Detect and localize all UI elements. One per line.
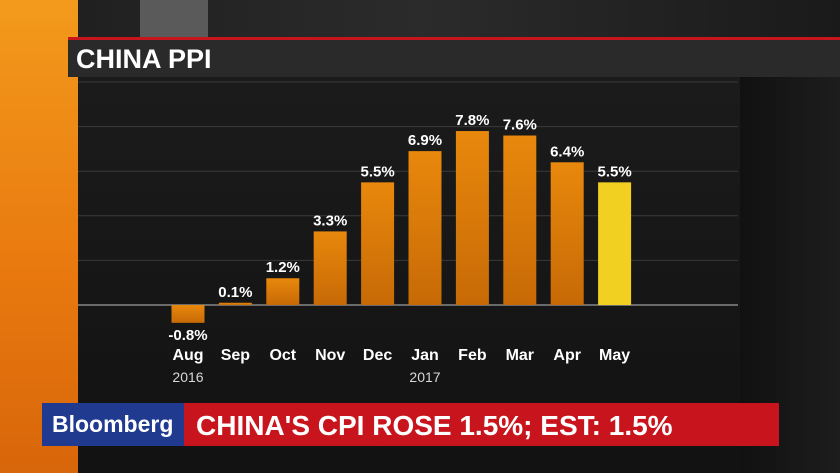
value-label: 1.2% <box>266 259 300 276</box>
value-label: 7.6% <box>503 117 537 134</box>
x-tick-label: Nov <box>315 347 345 364</box>
value-label: -0.8% <box>168 327 207 344</box>
value-label: 6.9% <box>408 132 442 149</box>
x-tick-label: Aug <box>172 347 203 364</box>
top-red-rule <box>68 37 840 40</box>
bar-jan <box>408 151 442 305</box>
value-label: 6.4% <box>550 143 584 160</box>
x-tick-label: Sep <box>221 347 251 364</box>
left-accent-strip <box>0 0 78 473</box>
bar-aug <box>171 305 205 323</box>
value-label: 0.1% <box>218 284 252 301</box>
value-label: 5.5% <box>360 163 394 180</box>
top-band-highlight <box>140 0 208 37</box>
value-label: 5.5% <box>597 163 631 180</box>
labels: -0.8% Aug 2016 0.1% Sep 1.2% Oct 3.3% Nov 5.5% Dec… <box>168 112 631 385</box>
bar-dec <box>361 182 395 305</box>
x-tick-label: Apr <box>553 347 581 364</box>
x-tick-label: Jan <box>411 347 439 364</box>
grid-lines <box>78 81 738 306</box>
bar-may <box>598 182 632 305</box>
headline-text: CHINA'S CPI ROSE 1.5%; EST: 1.5% <box>196 410 673 441</box>
x-tick-label: Feb <box>458 347 487 364</box>
bar-apr <box>550 162 584 305</box>
brand-box <box>42 403 184 446</box>
title-box <box>68 40 840 77</box>
value-label: 3.3% <box>313 212 347 229</box>
bar-sep <box>218 302 252 305</box>
bar-nov <box>313 231 347 305</box>
year-label: 2017 <box>409 369 440 385</box>
bloomberg-logo: Bloomberg <box>52 411 174 437</box>
x-tick-label: Dec <box>363 347 392 364</box>
year-label: 2016 <box>172 369 203 385</box>
bar-mar <box>503 135 537 305</box>
x-tick-label: May <box>599 347 630 364</box>
bar-oct <box>266 278 300 305</box>
chart-title: CHINA PPI <box>76 44 212 74</box>
right-shade <box>740 40 840 473</box>
bars <box>171 131 632 323</box>
x-tick-label: Mar <box>506 347 534 364</box>
value-label: 7.8% <box>455 112 489 129</box>
x-tick-label: Oct <box>269 347 296 364</box>
bar-feb <box>455 131 489 305</box>
